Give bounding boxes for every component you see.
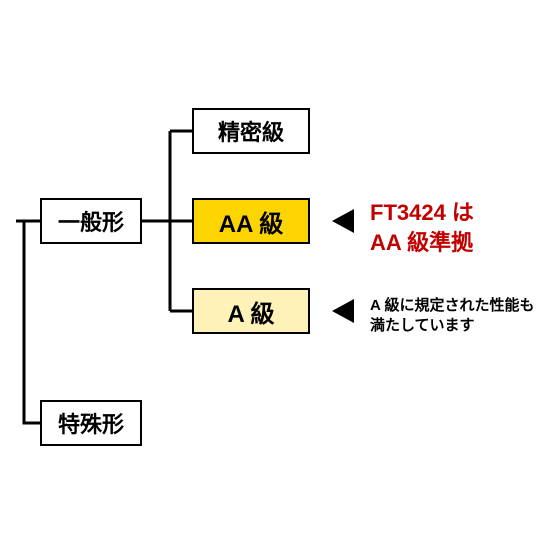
node-label: A 級	[227, 294, 274, 329]
node-label: 精密級	[218, 115, 284, 147]
node-precision: 精密級	[192, 108, 310, 154]
node-label: 特殊形	[58, 407, 124, 439]
node-special: 特殊形	[40, 400, 142, 446]
node-general: 一般形	[40, 198, 142, 244]
callout-a: A 級に規定された性能も 満たしています	[370, 296, 534, 337]
triangle-left-icon	[332, 209, 354, 233]
node-a-grade: A 級	[192, 288, 310, 334]
diagram-canvas: 一般形 特殊形 精密級 AA 級 A 級 FT3424 は AA 級準拠 A 級…	[0, 0, 560, 560]
callout-line: AA 級準拠	[370, 228, 474, 258]
triangle-left-icon	[332, 299, 354, 323]
callout-aa: FT3424 は AA 級準拠	[370, 198, 474, 257]
callout-line: FT3424 は	[370, 198, 474, 228]
node-label: 一般形	[58, 205, 124, 237]
callout-line: 満たしています	[370, 316, 534, 336]
node-label: AA 級	[219, 204, 283, 239]
callout-line: A 級に規定された性能も	[370, 296, 534, 316]
connector-lines	[0, 0, 560, 560]
node-aa-grade: AA 級	[192, 198, 310, 244]
